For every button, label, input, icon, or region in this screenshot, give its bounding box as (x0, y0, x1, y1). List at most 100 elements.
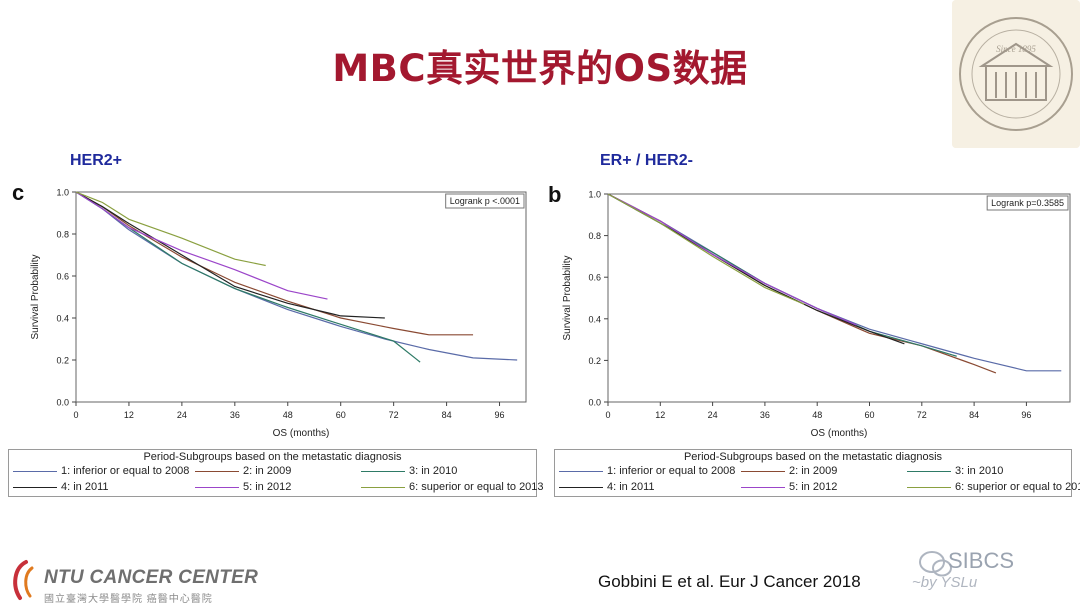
x-tick-label: 96 (495, 410, 505, 420)
panel-left-letter: c (12, 180, 25, 205)
legend-swatch (361, 470, 405, 472)
legend-item-3-in-2010: 3: in 2010 (907, 465, 1003, 477)
panel-right-heading: ER+ / HER2- (600, 152, 693, 169)
legend-swatch (907, 470, 951, 472)
legend-item-1-inferior-or-equal-to-2008: 1: inferior or equal to 2008 (559, 465, 735, 477)
watermark-text: SIBCS (948, 548, 1015, 573)
x-tick-label: 24 (708, 410, 718, 420)
y-tick-label: 1.0 (56, 188, 69, 198)
series-line-2-in-2009 (75, 191, 474, 336)
x-tick-label: 36 (760, 410, 770, 420)
legend-item-5-in-2012: 5: in 2012 (195, 481, 291, 493)
legend-item-4-in-2011: 4: in 2011 (559, 481, 655, 493)
ntu-cancer-center-subtitle: 國立臺灣大學醫學院 癌醫中心醫院 (44, 594, 213, 605)
y-tick-label: 0.0 (56, 398, 69, 408)
logrank-text: Logrank p=0.3585 (991, 198, 1064, 208)
y-axis-label: Survival Probability (30, 254, 41, 339)
y-tick-label: 0.2 (588, 356, 601, 366)
legend-swatch (559, 486, 603, 488)
legend-label: 1: inferior or equal to 2008 (607, 465, 736, 477)
logrank-annotation: Logrank p=0.3585 (986, 195, 1069, 211)
y-tick-label: 0.8 (56, 230, 69, 240)
legend-title: Period-Subgroups based on the metastatic… (683, 451, 943, 463)
series-line-4-in-2011 (75, 191, 385, 319)
wechat-watermark-icon (919, 551, 952, 577)
x-tick-label: 36 (230, 410, 240, 420)
series-line-6-superior-or-equal-to-2013 (75, 191, 266, 267)
legend-item-2-in-2009: 2: in 2009 (741, 465, 837, 477)
watermark-signature: ~by YSLu (912, 574, 978, 591)
er-positive-legend: Period-Subgroups based on the metastatic… (554, 449, 1080, 497)
legend-swatch (907, 486, 951, 488)
legend-swatch (13, 470, 57, 472)
slide-title: MBC真实世界的OS数据 (332, 47, 748, 90)
x-tick-label: 0 (605, 410, 610, 420)
er-positive-her2-negative-os-chart: 0.0 0.2 0.4 0.6 0.8 1.0 0 12 24 36 48 60 72 84 96 OS (m… (562, 190, 1071, 439)
legend-label: 6: superior or equal to 2013 (409, 481, 544, 493)
ntu-cancer-center-name: NTU CANCER CENTER (44, 567, 259, 588)
legend-swatch (741, 486, 785, 488)
legend-item-6-superior-or-equal-to-2013: 6: superior or equal to 2013 (907, 481, 1080, 493)
plot-frame (607, 193, 1071, 403)
x-tick-label: 84 (442, 410, 452, 420)
legend-label: 1: inferior or equal to 2008 (61, 465, 190, 477)
legend-label: 2: in 2009 (789, 465, 838, 477)
x-axis-label: OS (months) (273, 428, 330, 439)
x-tick-label: 48 (812, 410, 822, 420)
series-line-1-inferior-or-equal-to-2008 (75, 191, 518, 361)
legend-item-3-in-2010: 3: in 2010 (361, 465, 457, 477)
x-tick-label: 0 (73, 410, 78, 420)
x-tick-label: 48 (283, 410, 293, 420)
legend-label: 2: in 2009 (243, 465, 292, 477)
y-tick-label: 0.8 (588, 231, 601, 241)
her2-positive-os-chart: 0.0 0.2 0.4 0.6 0.8 1.0 0 12 24 36 48 60 72 84 96 OS (m… (30, 188, 527, 439)
legend-swatch (13, 486, 57, 488)
legend-label: 3: in 2010 (409, 465, 458, 477)
series-line-6-superior-or-equal-to-2013 (607, 193, 805, 305)
x-tick-label: 12 (124, 410, 134, 420)
logrank-text: Logrank p <.0001 (450, 196, 520, 206)
legend-swatch (559, 470, 603, 472)
legend-label: 4: in 2011 (61, 481, 109, 493)
plot-frame (75, 191, 527, 403)
hospital-seal-logo: Since 1895 (952, 0, 1080, 148)
legend-item-5-in-2012: 5: in 2012 (741, 481, 837, 493)
y-tick-label: 0.6 (588, 273, 601, 283)
x-tick-label: 72 (917, 410, 927, 420)
logrank-annotation: Logrank p <.0001 (445, 193, 525, 209)
legend-item-2-in-2009: 2: in 2009 (195, 465, 291, 477)
series-line-5-in-2012 (607, 193, 857, 326)
legend-item-4-in-2011: 4: in 2011 (13, 481, 109, 493)
her2-positive-legend: Period-Subgroups based on the metastatic… (8, 449, 544, 497)
seal-since-text: Since 1895 (996, 44, 1036, 54)
x-tick-label: 72 (389, 410, 399, 420)
series-line-5-in-2012 (75, 191, 328, 300)
legend-label: 6: superior or equal to 2013 (955, 481, 1080, 493)
x-tick-label: 84 (969, 410, 979, 420)
legend-swatch (361, 486, 405, 488)
citation: Gobbini E et al. Eur J Cancer 2018 (598, 572, 861, 591)
panel-right-letter: b (548, 182, 562, 207)
y-axis-label: Survival Probability (562, 255, 573, 340)
y-tick-label: 0.4 (56, 314, 69, 324)
x-tick-label: 60 (865, 410, 875, 420)
legend-label: 3: in 2010 (955, 465, 1004, 477)
y-tick-label: 0.2 (56, 356, 69, 366)
legend-swatch (195, 486, 239, 488)
y-tick-label: 0.6 (56, 272, 69, 282)
x-axis-label: OS (months) (811, 428, 868, 439)
x-tick-label: 24 (177, 410, 187, 420)
legend-title: Period-Subgroups based on the metastatic… (143, 451, 402, 463)
x-tick-label: 12 (655, 410, 665, 420)
panel-left-heading: HER2+ (70, 152, 123, 169)
logrank-box (445, 193, 525, 209)
y-tick-label: 0.0 (588, 398, 601, 408)
legend-swatch (195, 470, 239, 472)
x-tick-label: 96 (1021, 410, 1031, 420)
logrank-box (986, 195, 1069, 211)
y-tick-label: 0.4 (588, 314, 601, 324)
legend-swatch (741, 470, 785, 472)
ntu-cancer-center-logo (13, 560, 34, 600)
legend-label: 4: in 2011 (607, 481, 655, 493)
legend-item-6-superior-or-equal-to-2013: 6: superior or equal to 2013 (361, 481, 544, 493)
